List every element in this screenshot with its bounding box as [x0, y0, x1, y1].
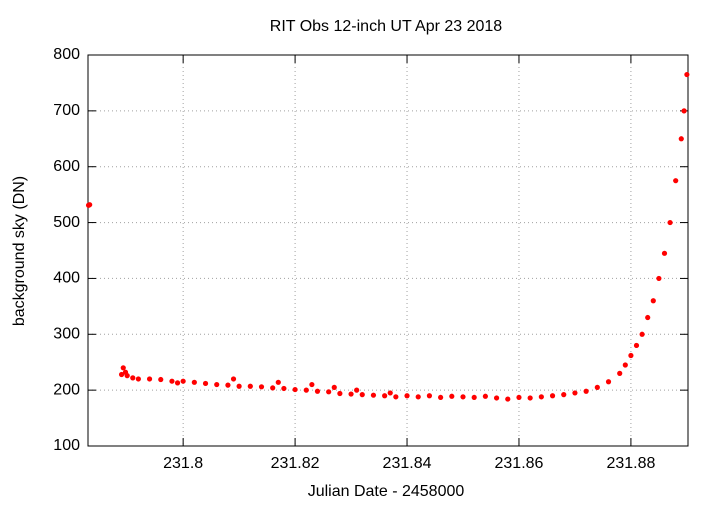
data-point [236, 383, 242, 389]
data-point [656, 275, 662, 282]
data-point [617, 370, 623, 376]
data-point [337, 390, 343, 397]
data-point [354, 387, 360, 393]
data-point [120, 365, 126, 371]
data-point [482, 393, 488, 399]
data-point [202, 380, 209, 387]
data-point [135, 376, 141, 382]
data-point [460, 394, 466, 400]
x-tick-label: 231.84 [383, 455, 432, 472]
data-point [538, 394, 544, 400]
data-point [387, 390, 393, 396]
data-point [650, 298, 656, 304]
data-point [230, 376, 237, 382]
data-point [622, 362, 628, 368]
data-point [471, 394, 477, 401]
data-point [214, 381, 220, 388]
data-point [673, 178, 679, 184]
data-point [270, 385, 276, 391]
data-point [594, 384, 600, 390]
data-point [146, 376, 153, 382]
data-point [684, 71, 690, 78]
data-point [326, 389, 332, 395]
data-point [191, 379, 197, 385]
data-point [309, 381, 315, 388]
data-point [572, 390, 578, 396]
y-tick-label: 700 [53, 102, 80, 119]
y-tick-label: 500 [53, 214, 80, 231]
data-point [661, 250, 668, 256]
data-point [667, 219, 673, 226]
x-tick-label: 231.82 [271, 455, 320, 472]
data-point [645, 314, 651, 321]
chart-title: RIT Obs 12-inch UT Apr 23 2018 [270, 18, 503, 35]
data-point [370, 392, 377, 398]
y-tick-label: 100 [53, 437, 80, 454]
x-tick-label: 231.86 [495, 455, 544, 472]
data-point [258, 384, 265, 390]
y-axis-label: background sky (DN) [11, 176, 28, 326]
data-point [605, 379, 612, 385]
data-point [561, 392, 567, 398]
y-tick-label: 200 [53, 381, 80, 398]
x-axis-label: Julian Date - 2458000 [308, 483, 465, 500]
data-point [549, 393, 556, 399]
data-point [118, 371, 125, 378]
y-tick-label: 600 [53, 158, 80, 175]
data-point [382, 393, 388, 399]
data-point [331, 384, 337, 390]
y-tick-label: 800 [53, 46, 80, 63]
data-point [225, 382, 231, 388]
data-point [275, 379, 281, 385]
data-point [583, 388, 589, 394]
data-point [303, 387, 309, 393]
data-point [348, 391, 354, 397]
data-point [247, 383, 253, 389]
data-point [158, 376, 164, 383]
y-tick-label: 400 [53, 270, 80, 287]
data-point [169, 378, 175, 384]
data-point [87, 202, 93, 208]
data-point [174, 380, 181, 386]
data-point [404, 393, 410, 399]
data-point [314, 388, 321, 394]
data-point [130, 375, 136, 381]
data-point [292, 386, 298, 393]
data-point [359, 392, 365, 398]
data-point [438, 394, 444, 401]
data-point [639, 331, 645, 337]
y-tick-label: 300 [53, 326, 80, 343]
data-point [527, 395, 533, 401]
data-point [415, 394, 421, 400]
data-point [393, 394, 399, 400]
data-point [180, 378, 186, 384]
data-point [449, 393, 455, 399]
data-point [124, 373, 130, 379]
x-tick-label: 231.8 [163, 455, 203, 472]
data-point [633, 342, 640, 349]
data-point [426, 393, 433, 399]
data-point [678, 136, 684, 142]
data-point [505, 396, 511, 402]
data-point [628, 352, 634, 359]
data-point [281, 385, 287, 392]
x-tick-label: 231.88 [606, 455, 655, 472]
data-point [516, 394, 522, 401]
plot-frame [87, 54, 689, 447]
data-point [493, 395, 500, 401]
data-point [681, 108, 687, 114]
